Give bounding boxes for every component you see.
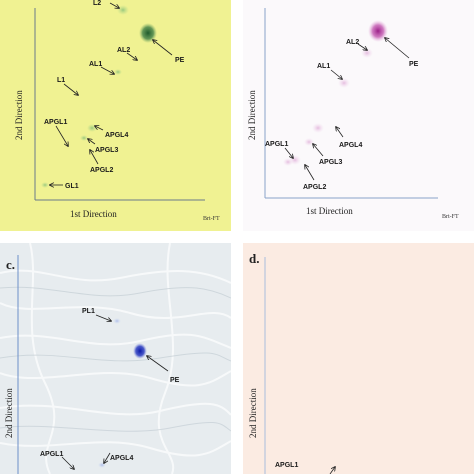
label-apgl3: APGL3 bbox=[95, 147, 118, 154]
spot-pe bbox=[368, 20, 388, 42]
spot-apgl4 bbox=[87, 124, 97, 132]
label-al1: AL1 bbox=[317, 63, 330, 70]
label-apgl1: APGL1 bbox=[275, 462, 298, 469]
label-apgl1: APGL1 bbox=[265, 141, 288, 148]
label-gl1: GL1 bbox=[65, 183, 79, 190]
label-pe: PE bbox=[170, 377, 180, 384]
panel-label: c. bbox=[6, 257, 15, 272]
spot-pl1 bbox=[113, 318, 121, 324]
label-al2: AL2 bbox=[346, 39, 359, 46]
label-pl1: PL1 bbox=[82, 308, 95, 315]
label-apgl2: APGL2 bbox=[90, 167, 113, 174]
label-pe: PE bbox=[409, 61, 419, 68]
spot-apgl4 bbox=[98, 462, 106, 468]
spot-apgl4 bbox=[312, 123, 324, 133]
label-l2: L2 bbox=[93, 0, 101, 7]
plate-texture bbox=[0, 243, 231, 474]
label-apgl2: APGL2 bbox=[303, 184, 326, 191]
spot-pe bbox=[133, 343, 147, 359]
label-apgl3: APGL3 bbox=[319, 159, 342, 166]
y-axis-title: 2nd Direction bbox=[4, 388, 14, 438]
y-axis-title: 2nd Direction bbox=[247, 90, 257, 140]
label-al1: AL1 bbox=[89, 61, 102, 68]
label-apgl4: APGL4 bbox=[339, 142, 362, 149]
spot-apgl1 bbox=[283, 158, 293, 166]
corner-tag: Brt-FT bbox=[442, 214, 459, 220]
corner-tag: Brt-FT bbox=[203, 216, 220, 222]
tlc-plate-c: c. PL1 PE APGL1 APGL4 2nd Direction bbox=[0, 243, 231, 474]
x-axis-title: 1st Direction bbox=[70, 209, 117, 219]
label-pe: PE bbox=[175, 57, 185, 64]
spot-apgl3 bbox=[304, 138, 314, 146]
label-al2: AL2 bbox=[117, 47, 130, 54]
tlc-plate-a: L2 PE AL2 AL1 L1 APGL1 APGL4 APGL3 APGL2… bbox=[0, 0, 231, 231]
spot-al2 bbox=[361, 48, 373, 58]
label-l1: L1 bbox=[57, 77, 65, 84]
panel-label: d. bbox=[249, 251, 259, 266]
spot-al1 bbox=[338, 78, 350, 88]
tlc-plate-b: AL2 PE AL1 APGL1 APGL4 APGL3 APGL2 1st D… bbox=[243, 0, 474, 231]
spot-gl1 bbox=[41, 182, 49, 188]
label-apgl1: APGL1 bbox=[44, 119, 67, 126]
label-apgl4: APGL4 bbox=[105, 132, 128, 139]
y-axis-title: 2nd Direction bbox=[248, 388, 258, 438]
spot-l2 bbox=[117, 5, 129, 15]
spot-al1 bbox=[114, 69, 122, 75]
label-apgl4: APGL4 bbox=[110, 455, 133, 462]
y-axis-title: 2nd Direction bbox=[14, 90, 24, 140]
tlc-plate-d: d. APGL1 2nd Direction bbox=[243, 243, 474, 474]
spot-apgl3 bbox=[80, 135, 88, 141]
x-axis-title: 1st Direction bbox=[306, 206, 353, 216]
label-apgl1: APGL1 bbox=[40, 451, 63, 458]
spot-pe bbox=[139, 23, 157, 43]
